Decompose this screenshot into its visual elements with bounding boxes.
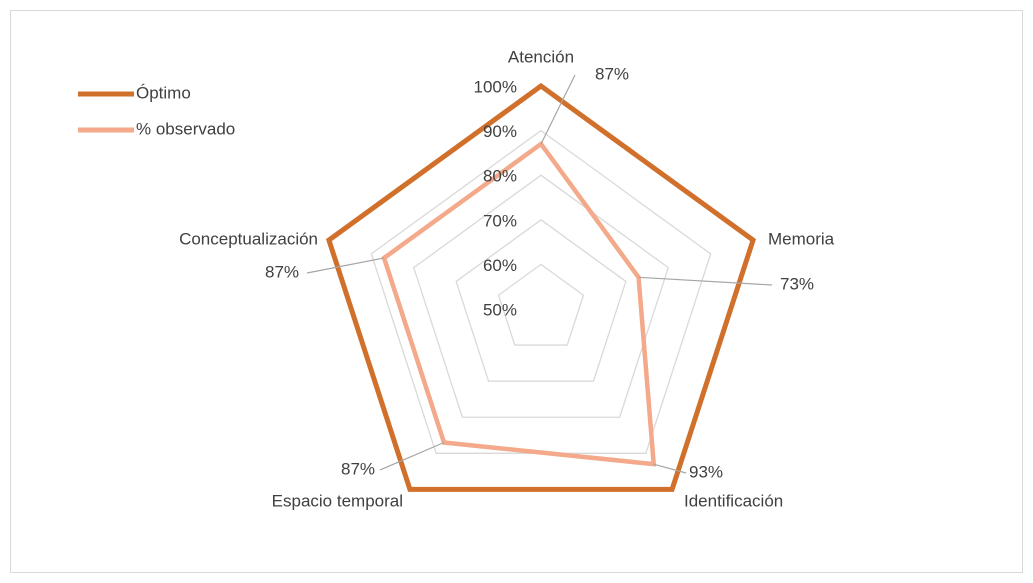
category-label: Identificación (684, 491, 783, 510)
category-label: Espacio temporal (272, 491, 403, 510)
series-line (325, 82, 757, 492)
r-tick-label: 100% (474, 77, 517, 96)
data-label: 87% (265, 262, 299, 281)
legend-label: % observado (136, 119, 235, 138)
r-tick-label: 80% (483, 167, 517, 186)
data-label: 87% (595, 64, 629, 83)
grid-line (412, 174, 670, 418)
leader-line (653, 463, 687, 474)
series-line (381, 140, 657, 467)
data-label: 73% (780, 274, 814, 293)
category-label: Atención (508, 47, 574, 66)
r-tick-label: 70% (483, 211, 517, 230)
leader-line (638, 276, 773, 286)
grid-line (497, 263, 585, 346)
r-tick-label: 50% (483, 300, 517, 319)
category-label: Memoria (768, 229, 835, 248)
leader-line (379, 441, 445, 471)
leader-line (306, 257, 385, 274)
data-label: 93% (689, 462, 723, 481)
legend-label: Óptimo (136, 83, 191, 102)
category-label: Conceptualización (179, 229, 318, 248)
grid-line (455, 218, 627, 382)
r-tick-label: 60% (483, 256, 517, 275)
r-tick-label: 90% (483, 122, 517, 141)
leader-line (540, 74, 576, 145)
data-label: 87% (341, 459, 375, 478)
